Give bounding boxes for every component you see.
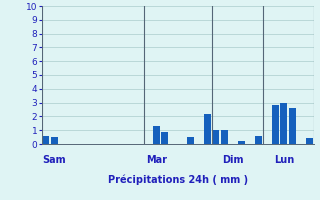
Bar: [153, 126, 160, 144]
Bar: [221, 130, 228, 144]
Bar: [204, 114, 211, 144]
Bar: [51, 137, 58, 144]
Bar: [42, 136, 50, 144]
Bar: [187, 137, 194, 144]
Text: Sam: Sam: [43, 155, 66, 165]
Bar: [280, 103, 287, 144]
Bar: [212, 130, 220, 144]
Bar: [161, 132, 168, 144]
Bar: [306, 138, 313, 144]
Text: Dim: Dim: [222, 155, 244, 165]
Bar: [238, 141, 245, 144]
Text: Précipitations 24h ( mm ): Précipitations 24h ( mm ): [108, 174, 248, 185]
Text: Lun: Lun: [274, 155, 294, 165]
Text: Mar: Mar: [146, 155, 167, 165]
Bar: [289, 108, 296, 144]
Bar: [272, 105, 279, 144]
Bar: [255, 136, 262, 144]
